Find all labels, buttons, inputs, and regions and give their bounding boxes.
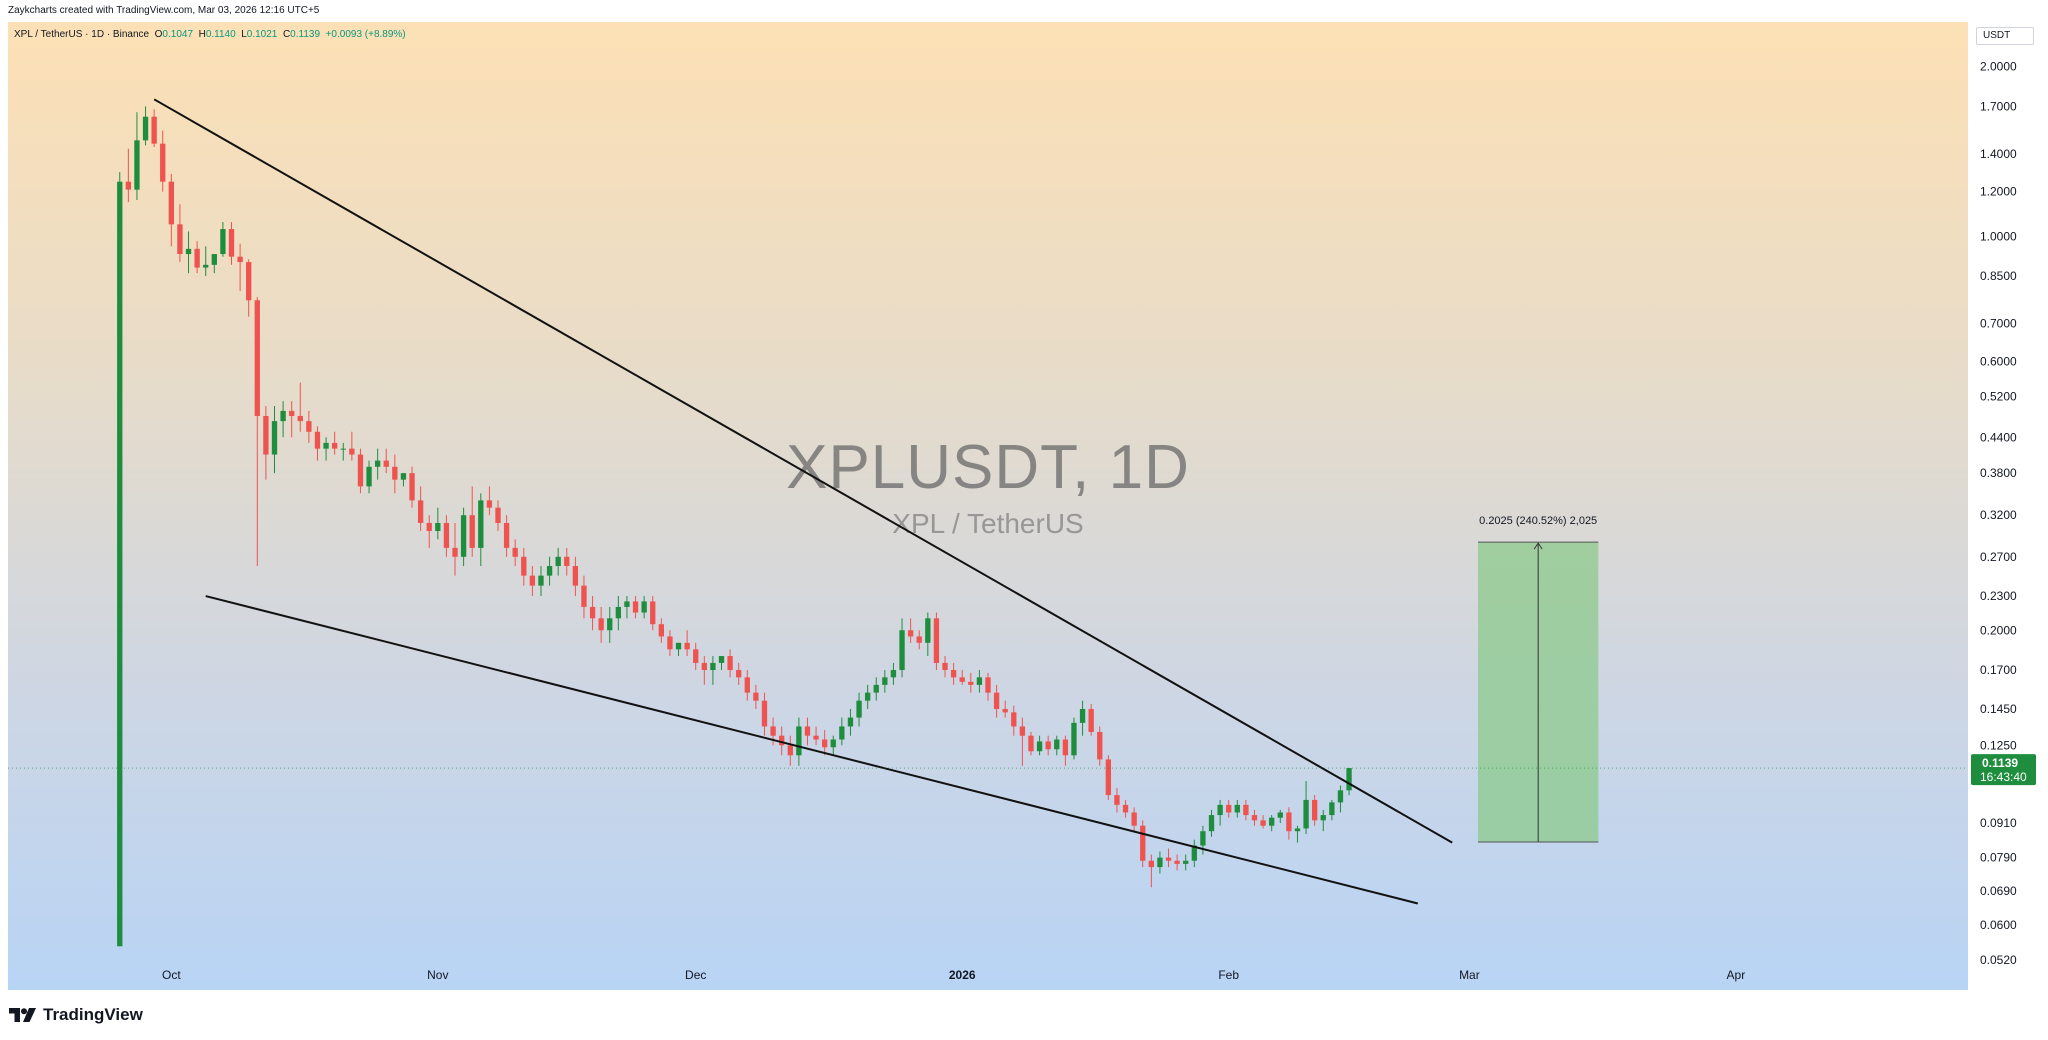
legend-open: 0.1047 [162,29,194,40]
legend-change: +0.0093 (+8.89%) [325,29,406,40]
legend-close-label: C [282,29,291,40]
legend-symbol: XPL / TetherUS · 1D · Binance [14,29,150,40]
tradingview-brand[interactable]: TradingView [9,1005,143,1025]
chart-attribution: Zaykcharts created with TradingView.com,… [8,5,320,16]
legend-open-label: O [154,29,163,40]
legend-low-label: L [241,29,247,40]
legend-low: 0.1021 [246,29,278,40]
tradingview-logo-icon [9,1008,36,1022]
legend-high-label: H [198,29,206,40]
currency-selector[interactable]: USDT [1976,27,2034,45]
price-scale[interactable] [1968,22,2048,990]
legend-close: 0.1139 [290,29,321,40]
brand-name: TradingView [43,1005,143,1024]
legend-high: 0.1140 [205,29,236,40]
chart-pane[interactable] [8,22,1968,990]
symbol-legend: XPL / TetherUS · 1D · Binance O0.1047 H0… [14,29,406,40]
